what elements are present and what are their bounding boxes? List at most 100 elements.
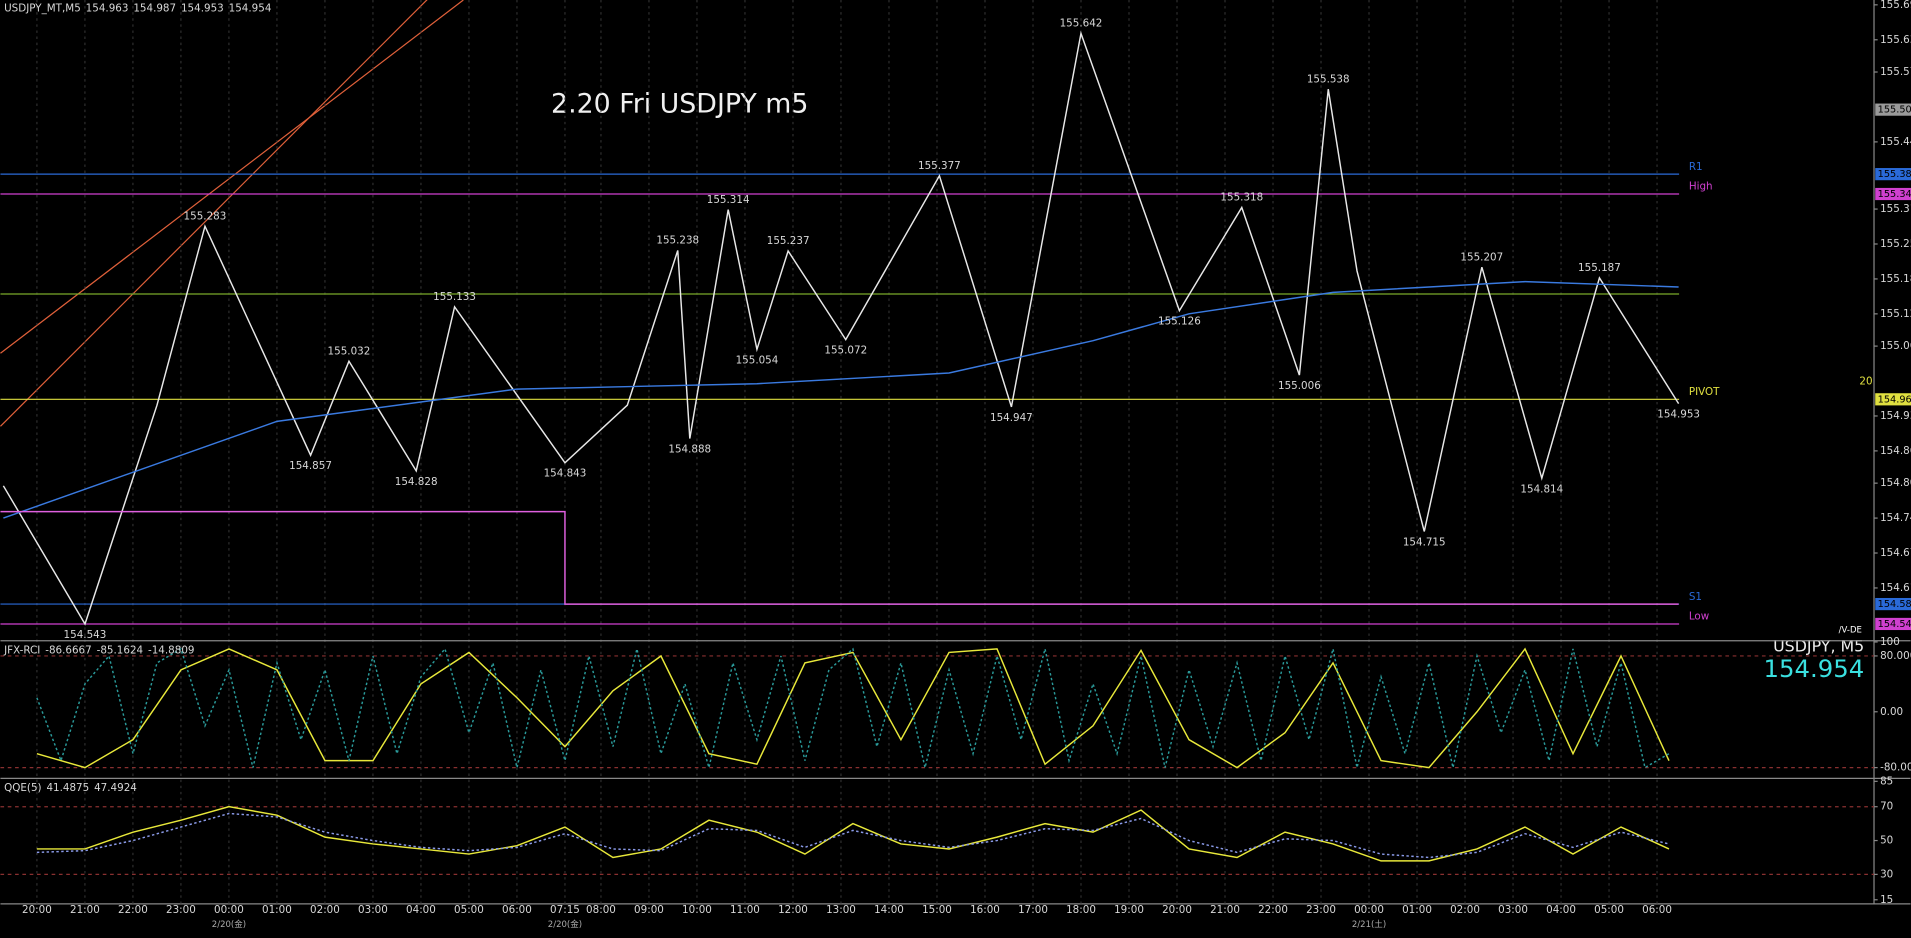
y-tick-label: 154.740 [1880,512,1911,524]
y-tick-label: 30 [1880,868,1893,880]
price-annotation: 155.032 [328,345,371,357]
price-annotation: 154.828 [395,476,438,488]
header-part: 154.954 [229,3,272,15]
x-tick-label: 20:00 [22,904,52,916]
x-tick-label: 14:00 [874,904,904,916]
x-tick-label: 15:00 [922,904,952,916]
level-label: 154.961 [1878,394,1911,405]
side-symbol: USDJPY, M5 [1773,636,1864,655]
x-tick-label: 01:00 [262,904,292,916]
x-tick-label: 06:00 [1642,904,1672,916]
header-part: 154.987 [133,3,176,15]
y-tick-label: 155.440 [1880,136,1911,148]
price-annotation: 155.283 [184,211,227,223]
price-box [1875,103,1911,116]
x-tick-label: 00:00 [214,904,244,916]
y-tick-label: 85 [1880,775,1893,787]
x-tick-label: 12:00 [778,904,808,916]
y-tick-label: 154.610 [1880,582,1911,594]
y-tick-label: 155.630 [1880,34,1911,46]
price-annotation: 155.538 [1307,73,1350,85]
level-box [1875,187,1911,201]
x-tick-label: 11:00 [730,904,760,916]
level-name: S1 [1689,591,1702,603]
x-tick-label: 21:00 [70,904,100,916]
oscillator-line [36,805,1670,862]
header-part: -14.8809 [148,645,195,657]
header-part: QQE(5) [4,782,41,794]
x-tick-label: 03:00 [358,904,388,916]
header-part: -85.1624 [97,645,144,657]
price-annotation: 155.006 [1278,380,1321,392]
date-label: 2/21(土) [1352,919,1386,930]
x-tick-label: 04:00 [406,904,436,916]
step-line [0,510,1679,605]
y-tick-label: 70 [1880,801,1893,813]
level-label: 155.343 [1878,189,1911,200]
y-tick-label: 155.120 [1880,308,1911,320]
price-annotation: 155.133 [433,291,476,303]
level-label: 154.543 [1878,619,1911,630]
price-annotation: 154.814 [1520,483,1563,495]
date-label: 2/20(金) [548,919,582,930]
header-part: 154.953 [181,3,224,15]
y-tick-label: 154.805 [1880,477,1911,489]
price-annotation: 155.207 [1460,251,1503,263]
level-box [1875,393,1911,406]
price-annotation: 154.543 [64,629,107,641]
y-tick-label: 155.250 [1880,238,1911,250]
x-tick-label: 05:00 [1594,904,1624,916]
y-tick-label: 155.315 [1880,203,1911,215]
x-tick-label: 17:00 [1018,904,1048,916]
price-annotation: 154.888 [668,444,711,456]
y-tick-label: 0.00 [1880,706,1903,718]
x-tick-label: 08:00 [586,904,616,916]
price-annotation: 155.072 [824,345,867,357]
oscillator-line [36,647,1670,769]
header-part: 47.4924 [94,782,137,794]
x-tick-label: 07:15 [550,904,580,916]
x-tick-label: 04:00 [1546,904,1576,916]
level-name: High [1689,181,1713,193]
header-part: -86.6667 [45,645,92,657]
x-tick-label: 09:00 [634,904,664,916]
header-part: JFX-RCI [3,645,40,657]
x-tick-label: 23:00 [166,904,196,916]
price-annotation: 154.715 [1403,536,1446,548]
price-annotation: 155.318 [1220,192,1263,204]
x-tick-label: 03:00 [1498,904,1528,916]
y-tick-label: 155.185 [1880,273,1911,285]
level-box [1875,168,1911,181]
level-box [1875,617,1911,631]
x-tick-label: 01:00 [1402,904,1432,916]
y-tick-label: 155.060 [1880,340,1911,352]
x-tick-label: 10:00 [682,904,712,916]
side-price: 154.954 [1764,654,1865,683]
x-tick-label: 06:00 [502,904,532,916]
x-tick-label: 05:00 [454,904,484,916]
chart-title: 2.20 Fri USDJPY m5 [551,88,808,119]
header-part: USDJPY_MT,M5 [4,3,81,15]
y-tick-label: 155.570 [1880,66,1911,78]
price-label: 155.500 [1878,105,1911,116]
price-annotation: 155.377 [918,160,961,172]
y-tick-label: 50 [1880,835,1893,847]
x-tick-label: 18:00 [1066,904,1096,916]
price-annotation: 155.237 [767,235,810,247]
price-annotation: 154.843 [544,468,587,480]
price-annotation: 154.947 [990,412,1033,424]
x-tick-label: 02:00 [310,904,340,916]
y-tick-label: 15 [1880,894,1893,906]
level-name: PIVOT [1689,386,1720,398]
price-annotation: 155.187 [1578,262,1621,274]
ma-line [3,280,1679,519]
level-name: Low [1689,611,1710,623]
level-label: 154.580 [1878,599,1911,610]
price-annotation: 154.953 [1657,409,1700,421]
y-tick-label: 154.930 [1880,410,1911,422]
price-annotation: 155.642 [1060,18,1103,30]
